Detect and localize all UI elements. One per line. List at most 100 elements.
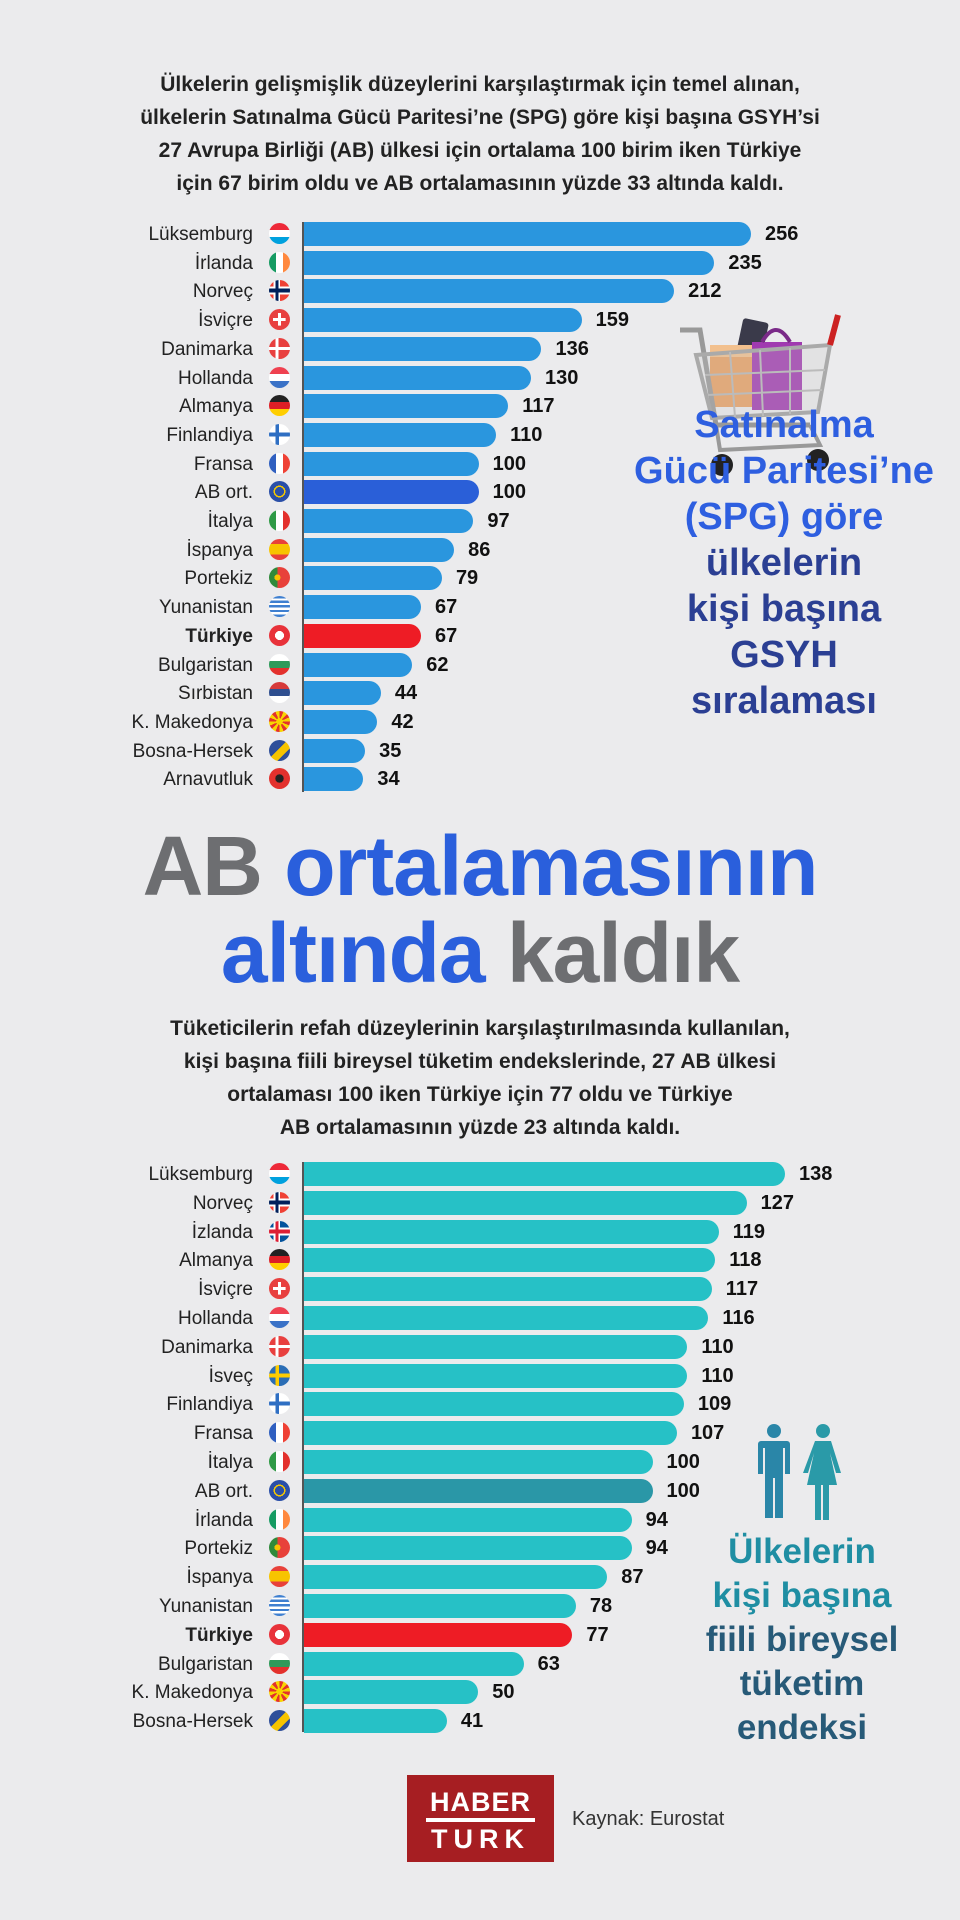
flag-ch-icon <box>269 309 290 331</box>
bar <box>304 1334 688 1359</box>
flag-fr-icon <box>269 452 290 474</box>
category-label: Fransa <box>193 1423 253 1445</box>
value-label: 63 <box>537 1652 560 1675</box>
value-label: 109 <box>697 1393 732 1416</box>
side-title-line: Satınalma <box>694 404 874 446</box>
bar-row: İtalya 100 <box>0 1449 960 1478</box>
flag-no-icon <box>269 1191 290 1213</box>
bar-row: Türkiye 77 <box>0 1622 960 1651</box>
value-label: 44 <box>394 682 418 705</box>
category-label: Bulgaristan <box>157 654 253 676</box>
bar-row: İsviçre 117 <box>0 1276 960 1305</box>
category-label: Danimarka <box>161 338 253 360</box>
category-label: Türkiye <box>185 625 253 647</box>
category-label: K. Makedonya <box>131 1682 253 1704</box>
value-label: 94 <box>645 1537 668 1560</box>
category-label: Yunanistan <box>158 597 253 619</box>
value-label: 110 <box>701 1364 734 1387</box>
category-label: İzlanda <box>191 1221 253 1243</box>
bar <box>304 1219 719 1244</box>
value-label: 110 <box>510 423 543 446</box>
logo-text: TURK <box>431 1824 530 1854</box>
bar-row: Danimarka 110 <box>0 1334 960 1363</box>
value-label: 138 <box>799 1163 833 1185</box>
flag-es-icon <box>269 1566 290 1588</box>
intro-line: AB ortalamasının yüzde 23 altında kaldı. <box>279 1116 681 1139</box>
value-label: 62 <box>426 653 449 676</box>
bar-row: İtalya 97 <box>0 508 960 537</box>
category-label: İsviçre <box>198 1279 253 1301</box>
flag-mk-icon <box>269 710 290 732</box>
bar <box>304 1622 573 1647</box>
shopping-cart-icon <box>680 314 841 476</box>
bar <box>304 394 509 419</box>
flag-it-icon <box>269 510 290 531</box>
category-label: İrlanda <box>194 1509 253 1531</box>
flag-tr-icon <box>269 624 290 646</box>
bar <box>304 681 381 706</box>
bar-row: Bulgaristan 62 <box>0 652 960 681</box>
flag-nl-icon <box>269 366 290 388</box>
bar-row: Finlandiya 110 <box>0 422 960 451</box>
value-label: 42 <box>391 710 414 733</box>
category-label: İsveç <box>208 1365 253 1387</box>
bar-row: Finlandiya 109 <box>0 1391 960 1420</box>
bar-row: Almanya 118 <box>0 1247 960 1276</box>
value-label: 127 <box>760 1191 795 1214</box>
category-label: Bulgaristan <box>157 1653 253 1675</box>
bar-row: Bosna-Hersek 35 <box>0 738 960 767</box>
bar-row: Norveç 127 <box>0 1190 960 1219</box>
headline-word: kaldık <box>506 906 740 1000</box>
flag-ba-icon <box>269 739 290 761</box>
bar-row: Bosna-Hersek 41 <box>0 1708 960 1737</box>
category-label: Yunanistan <box>158 1596 253 1617</box>
category-label: AB ort. <box>194 482 253 504</box>
side-title-line: Gücü Paritesi’ne <box>634 450 934 492</box>
bar <box>304 1162 785 1186</box>
bar-row: Bulgaristan 63 <box>0 1651 960 1680</box>
flag-fi-icon <box>269 1393 290 1415</box>
bar-row: AB ort. 100 <box>0 1478 960 1507</box>
side-title-line: kişi başına <box>712 1576 892 1615</box>
value-label: 256 <box>765 223 799 245</box>
flag-nl-icon <box>269 1307 290 1328</box>
value-label: 100 <box>666 1479 700 1502</box>
intro-line: ortalaması 100 iken Türkiye için 77 oldu… <box>227 1083 733 1106</box>
flag-it-icon <box>269 1451 290 1472</box>
bar-row: Portekiz 94 <box>0 1535 960 1564</box>
bar <box>304 451 479 476</box>
flag-ie-icon <box>269 251 290 273</box>
bar <box>304 738 366 763</box>
bar <box>304 1680 479 1705</box>
category-label: AB ort. <box>194 1480 253 1502</box>
value-label: 100 <box>666 1451 700 1473</box>
flag-al-icon <box>269 768 290 790</box>
bar <box>304 480 479 505</box>
value-label: 67 <box>434 596 458 619</box>
bar <box>304 709 378 734</box>
chart-axis <box>302 1162 304 1732</box>
category-label: İtalya <box>207 1452 253 1473</box>
value-label: 100 <box>492 452 526 475</box>
bar <box>304 1450 653 1474</box>
bar <box>304 767 364 792</box>
value-label: 41 <box>460 1710 484 1733</box>
bar <box>304 1306 709 1330</box>
value-label: 118 <box>729 1249 762 1272</box>
value-label: 235 <box>728 251 762 274</box>
flag-lu-icon <box>269 223 290 244</box>
headline-word: ortalamasının <box>284 819 818 913</box>
category-label: Bosna-Hersek <box>132 740 253 762</box>
side-title-line: Ülkelerin <box>728 1532 876 1571</box>
bar-row: İzlanda 119 <box>0 1219 960 1248</box>
bar <box>304 1594 576 1618</box>
bar <box>304 1421 677 1446</box>
bar-row: Arnavutluk 34 <box>0 766 960 795</box>
bar-row: K. Makedonya 50 <box>0 1679 960 1708</box>
value-label: 212 <box>688 280 722 303</box>
category-label: Lüksemburg <box>148 224 253 245</box>
bar <box>304 365 531 390</box>
bar <box>304 336 542 361</box>
value-label: 87 <box>621 1566 644 1589</box>
bar-row: Lüksemburg 256 <box>0 221 960 250</box>
